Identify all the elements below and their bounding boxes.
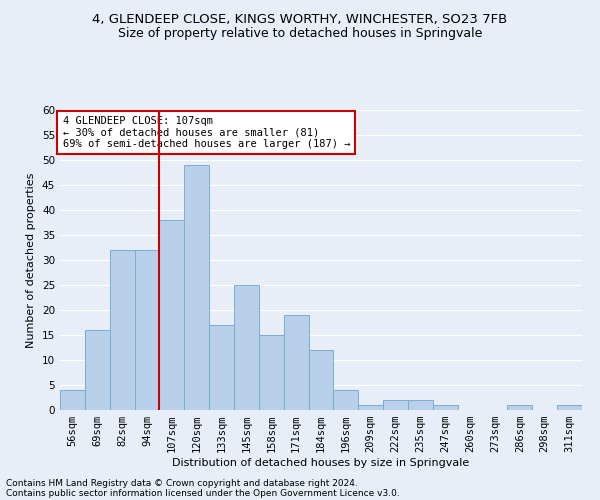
Bar [508,405,532,410]
Text: 4, GLENDEEP CLOSE, KINGS WORTHY, WINCHESTER, SO23 7FB: 4, GLENDEEP CLOSE, KINGS WORTHY, WINCHES… [92,12,508,26]
Text: 4 GLENDEEP CLOSE: 107sqm
← 30% of detached houses are smaller (81)
69% of semi-d: 4 GLENDEEP CLOSE: 107sqm ← 30% of detach… [62,116,350,149]
Bar [134,250,160,410]
Bar [308,350,334,410]
Bar [284,315,308,410]
Bar [234,285,259,410]
Text: Size of property relative to detached houses in Springvale: Size of property relative to detached ho… [118,28,482,40]
Bar [433,405,458,410]
Bar [85,330,110,410]
Bar [209,325,234,410]
Bar [184,165,209,410]
Bar [60,390,85,410]
Y-axis label: Number of detached properties: Number of detached properties [26,172,37,348]
Bar [358,405,383,410]
Bar [334,390,358,410]
Bar [259,335,284,410]
Bar [160,220,184,410]
X-axis label: Distribution of detached houses by size in Springvale: Distribution of detached houses by size … [172,458,470,468]
Bar [408,400,433,410]
Bar [383,400,408,410]
Bar [557,405,582,410]
Text: Contains public sector information licensed under the Open Government Licence v3: Contains public sector information licen… [6,488,400,498]
Text: Contains HM Land Registry data © Crown copyright and database right 2024.: Contains HM Land Registry data © Crown c… [6,478,358,488]
Bar [110,250,134,410]
